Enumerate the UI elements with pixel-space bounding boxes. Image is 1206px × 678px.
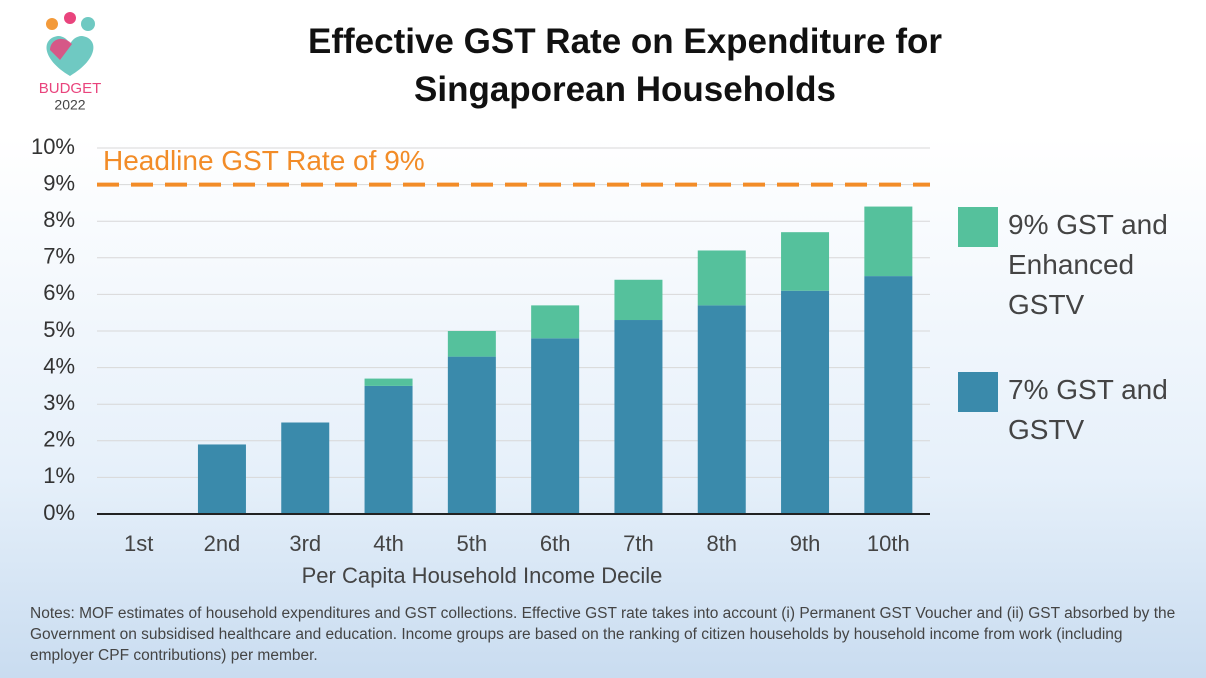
x-tick-label: 9th	[790, 531, 821, 556]
bar-segment	[197, 444, 246, 514]
x-tick-label: 1st	[124, 531, 153, 556]
y-tick-label: 6%	[43, 280, 75, 305]
y-tick-label: 2%	[43, 427, 75, 452]
x-tick-label: 2nd	[204, 531, 241, 556]
logo-text: BUDGET	[39, 80, 102, 97]
bar-segment	[697, 250, 746, 306]
bar-segment	[781, 290, 830, 514]
x-tick-label: 4th	[373, 531, 404, 556]
x-tick-label: 5th	[457, 531, 488, 556]
bar-segment	[614, 320, 663, 514]
bar-segment	[864, 276, 913, 514]
y-tick-label: 0%	[43, 500, 75, 525]
y-tick-label: 7%	[43, 244, 75, 269]
chart-title: Effective GST Rate on Expenditure for Si…	[308, 22, 942, 109]
bar-segment	[447, 356, 496, 514]
x-tick-label: 6th	[540, 531, 571, 556]
x-axis-label: Per Capita Household Income Decile	[302, 563, 663, 588]
legend-label: 7% GST and GSTV	[1008, 374, 1168, 445]
bar-segment	[781, 232, 830, 291]
bar-segment	[614, 279, 663, 321]
x-tick-label: 7th	[623, 531, 654, 556]
logo-year: 2022	[54, 97, 85, 113]
y-tick-label: 10%	[31, 134, 75, 159]
y-tick-label: 8%	[43, 207, 75, 232]
bar-segment	[447, 331, 496, 357]
y-tick-label: 1%	[43, 463, 75, 488]
y-tick-label: 9%	[43, 170, 75, 195]
bar-segment	[364, 385, 413, 514]
bar-segment	[531, 338, 580, 514]
legend-swatch	[958, 207, 998, 247]
bar-segment	[281, 422, 330, 514]
bar-segment	[697, 305, 746, 514]
bar-segment	[864, 206, 913, 277]
logo: BUDGET 2022	[39, 12, 102, 113]
legend-label: 9% GST and Enhanced GSTV	[1008, 209, 1168, 320]
y-tick-label: 4%	[43, 353, 75, 378]
x-tick-label: 8th	[706, 531, 737, 556]
bar-segment	[531, 305, 580, 339]
reference-label: Headline GST Rate of 9%	[103, 145, 425, 176]
y-tick-label: 5%	[43, 317, 75, 342]
x-tick-label: 3rd	[289, 531, 321, 556]
notes: Notes: MOF estimates of household expend…	[30, 605, 1176, 664]
bar-segment	[364, 378, 413, 386]
y-tick-label: 3%	[43, 390, 75, 415]
legend-swatch	[958, 372, 998, 412]
x-tick-label: 10th	[867, 531, 910, 556]
